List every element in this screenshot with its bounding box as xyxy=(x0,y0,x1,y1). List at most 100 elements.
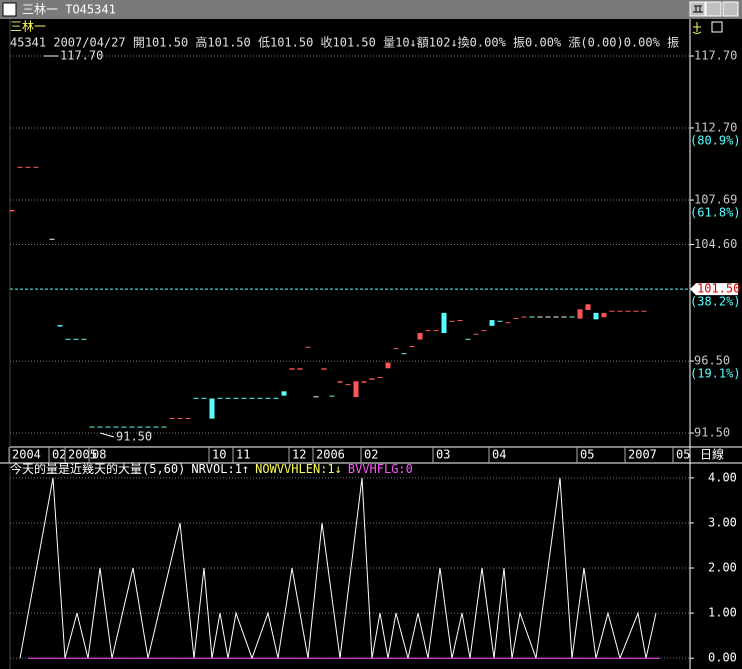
y-tick-label: 107.69 xyxy=(694,193,737,207)
candle xyxy=(169,417,175,419)
y-tick-label: 2.00 xyxy=(708,561,737,575)
x-tick-label: 12 xyxy=(292,448,306,462)
y-tick-label: 117.70 xyxy=(694,49,737,63)
period-label[interactable]: 日線 xyxy=(700,447,724,462)
x-tick-label: 02 xyxy=(52,448,66,462)
candle xyxy=(409,345,415,347)
y-tick-label: 1.00 xyxy=(708,606,737,620)
y-tick-label: 3.00 xyxy=(708,515,737,529)
candle xyxy=(33,166,39,168)
candle xyxy=(81,338,87,340)
candle xyxy=(121,426,127,428)
candle xyxy=(609,310,615,312)
candle xyxy=(297,368,303,370)
candle xyxy=(569,316,575,318)
candle xyxy=(249,397,255,399)
maximize-button[interactable] xyxy=(705,1,722,17)
candle xyxy=(489,320,495,326)
y-tick-label: 96.50 xyxy=(694,354,730,368)
legend-entry: NOWVVHLEN:1↓ xyxy=(255,462,342,476)
candle xyxy=(601,312,607,318)
x-tick-label: 03 xyxy=(436,448,450,462)
candle xyxy=(441,312,447,334)
indicator-legend: 今天的量是近幾天的大量(5,60) NRVOL:1↑ NOWVVHLEN:1↓ BVV… xyxy=(10,461,413,476)
candle xyxy=(177,417,183,419)
candle xyxy=(417,333,423,340)
candle xyxy=(553,316,559,318)
y-tick-label: 4.00 xyxy=(708,470,737,484)
candle xyxy=(529,316,535,318)
candle xyxy=(457,320,463,322)
candle xyxy=(473,333,479,335)
fib-label: (38.2%) xyxy=(690,295,741,309)
fib-label: (61.8%) xyxy=(690,206,741,220)
legend-entry: NRVOL:1↑ xyxy=(191,462,249,476)
indicator-line xyxy=(19,477,657,660)
candle xyxy=(313,396,319,398)
candle xyxy=(289,368,295,370)
x-tick-label: 2007 xyxy=(628,448,657,462)
x-tick-label: 2006 xyxy=(316,448,345,462)
candle xyxy=(273,397,279,399)
candle xyxy=(345,384,351,386)
candle xyxy=(265,397,271,399)
fib-label: (80.9%) xyxy=(690,133,741,147)
candle xyxy=(193,397,199,399)
candle xyxy=(17,166,23,168)
candle xyxy=(153,426,159,428)
candle xyxy=(105,426,111,428)
candle xyxy=(217,397,223,399)
close-button[interactable] xyxy=(722,1,739,17)
candle xyxy=(633,310,639,312)
candle xyxy=(617,310,623,312)
x-tick-label: 02 xyxy=(364,448,378,462)
anchor-icon[interactable] xyxy=(692,22,702,34)
candle xyxy=(401,353,407,355)
candle xyxy=(481,330,487,332)
candle xyxy=(513,317,519,319)
candle xyxy=(505,322,511,324)
minimize-button[interactable] xyxy=(689,1,706,17)
candle xyxy=(321,368,327,370)
candle xyxy=(233,397,239,399)
candle xyxy=(353,381,359,398)
legend-entry: BVVHFLG:0 xyxy=(348,462,413,476)
candle xyxy=(641,310,647,312)
stock-header: 三林一 xyxy=(10,20,46,34)
candle xyxy=(465,338,471,340)
candle xyxy=(129,426,135,428)
candle xyxy=(497,320,503,322)
x-tick-label: 04 xyxy=(492,448,506,462)
y-tick-label: 104.60 xyxy=(694,237,737,251)
candle xyxy=(281,391,287,396)
low-annotation: 91.50 xyxy=(116,430,152,444)
x-tick-label: 10 xyxy=(212,448,226,462)
layout-icon[interactable] xyxy=(711,21,723,33)
high-annotation: 117.70 xyxy=(60,49,103,63)
x-tick-label: 05 xyxy=(580,448,594,462)
y-tick-label: 112.70 xyxy=(694,120,737,134)
candle xyxy=(593,312,599,320)
candle xyxy=(161,426,167,428)
candle xyxy=(25,166,31,168)
candle xyxy=(225,397,231,399)
candle xyxy=(561,316,567,318)
x-tick-label: 05 xyxy=(676,448,690,462)
candle xyxy=(201,397,207,399)
window-title: 三林一 TO45341 xyxy=(22,3,116,17)
candle xyxy=(65,338,71,340)
candle xyxy=(337,381,343,383)
candle xyxy=(113,426,119,428)
x-tick-label: 2004 xyxy=(12,448,41,462)
candle xyxy=(57,325,63,327)
x-tick-label: 2005 xyxy=(68,448,97,462)
title-bar xyxy=(0,0,742,19)
candle xyxy=(577,309,583,319)
last-price-pointer xyxy=(690,283,738,296)
x-tick-label: 08 xyxy=(92,448,106,462)
candle xyxy=(209,398,215,419)
candle xyxy=(329,395,335,397)
candle xyxy=(377,376,383,378)
fib-label: (19.1%) xyxy=(690,367,741,381)
candle xyxy=(9,209,15,212)
